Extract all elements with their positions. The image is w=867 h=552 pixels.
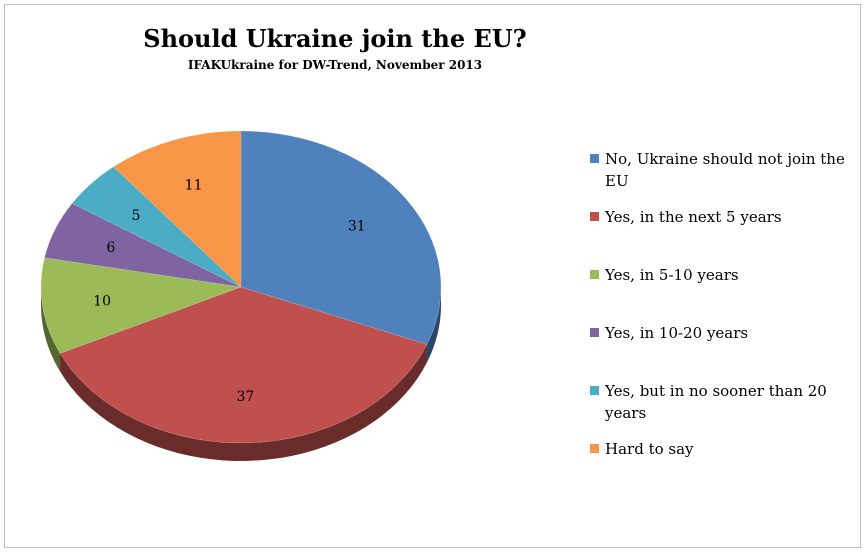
legend-item: No, Ukraine should not join the EU	[590, 148, 855, 192]
legend-item: Hard to say	[590, 438, 855, 460]
legend-swatch	[590, 270, 599, 279]
legend-swatch	[590, 444, 599, 453]
legend-swatch	[590, 212, 599, 221]
legend-item: Yes, in 10-20 years	[590, 322, 855, 344]
pie-slice-4	[44, 203, 242, 288]
slice-value-label: 6	[106, 240, 115, 256]
slice-value-label: 11	[185, 177, 203, 193]
chart-subtitle: IFAKUkraine for DW-Trend, November 2013	[187, 58, 483, 72]
legend-label: Yes, in 5-10 years	[605, 266, 739, 284]
pie-slice-3	[40, 257, 242, 354]
legend-item: Yes, but in no sooner than 20 years	[590, 380, 855, 424]
legend-label: Yes, but in no sooner than 20 years	[605, 382, 827, 422]
legend-swatch	[590, 386, 599, 395]
pie-slice-5	[71, 166, 242, 288]
legend-swatch	[590, 328, 599, 337]
legend-item: Yes, in the next 5 years	[590, 206, 855, 228]
pie-side-wall	[41, 287, 61, 372]
pie-slice-1	[240, 130, 442, 345]
pie-slice-2	[59, 286, 428, 444]
pie-side-wall	[426, 287, 441, 363]
legend-item: Yes, in 5-10 years	[590, 264, 855, 286]
slice-value-label: 10	[93, 294, 111, 310]
slice-value-label: 37	[236, 389, 254, 405]
legend-label: No, Ukraine should not join the EU	[605, 150, 845, 190]
slice-value-label: 5	[132, 208, 141, 224]
legend-swatch	[590, 154, 599, 163]
pie-side-wall	[60, 344, 427, 461]
legend-label: Hard to say	[605, 440, 694, 458]
legend-label: Yes, in 10-20 years	[605, 324, 749, 342]
legend-label: Yes, in the next 5 years	[605, 208, 782, 226]
slice-value-label: 31	[348, 219, 366, 235]
chart-title: Should Ukraine join the EU?	[143, 24, 527, 53]
pie-slice-6	[113, 130, 242, 288]
